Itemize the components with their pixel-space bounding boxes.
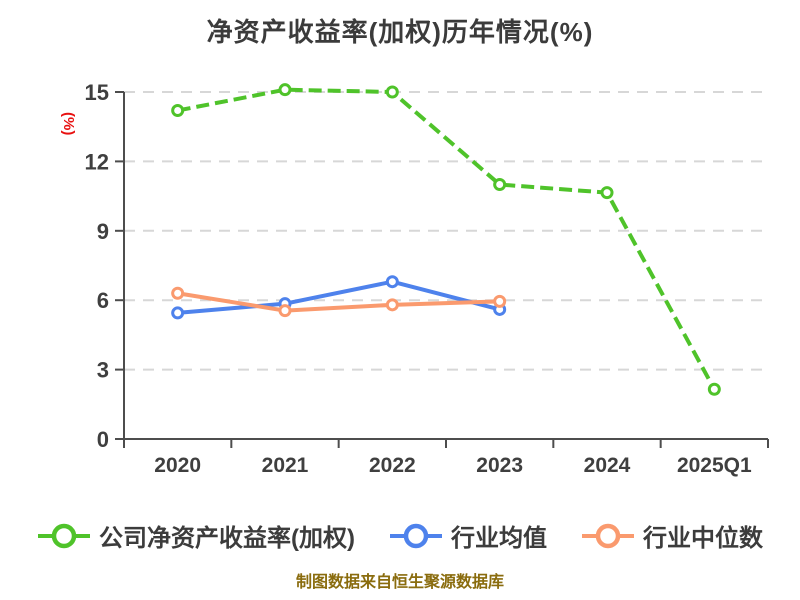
- data-point-marker: [385, 85, 399, 99]
- y-axis-label: (%): [60, 112, 77, 135]
- chart-legend: 公司净资产收益率(加权) 行业均值 行业中位数: [0, 518, 800, 553]
- y-tick-label: 12: [85, 149, 109, 174]
- series-line-2: [177, 291, 500, 313]
- data-point-marker: [171, 104, 185, 118]
- legend-label-industry-median: 行业中位数: [642, 525, 763, 552]
- y-tick-label: 3: [97, 358, 109, 383]
- legend-label-company-roe: 公司净资产收益率(加权): [99, 525, 355, 552]
- data-point-marker: [171, 286, 185, 300]
- legend-marker-company-roe-icon: [38, 523, 90, 548]
- legend-marker-industry-mean-icon: [389, 523, 442, 548]
- y-tick-label: 6: [97, 288, 109, 313]
- x-tick-label: 2020: [154, 454, 201, 477]
- legend-item-company-roe: 公司净资产收益率(加权): [37, 518, 355, 553]
- legend-label-industry-mean: 行业均值: [450, 525, 547, 552]
- data-point-marker: [493, 178, 507, 192]
- source-note: 制图数据来自恒生聚源数据库: [295, 574, 504, 591]
- x-tick-label: 2024: [584, 454, 631, 477]
- x-tick-label: 2025Q1: [677, 454, 752, 477]
- x-tick-label: 2023: [476, 454, 523, 477]
- data-point-marker: [600, 186, 614, 200]
- data-point-marker: [493, 294, 507, 308]
- data-point-marker: [278, 304, 292, 318]
- y-tick-label: 9: [97, 219, 109, 244]
- data-point-marker: [385, 275, 399, 289]
- legend-item-industry-mean: 行业均值: [389, 518, 547, 553]
- x-tick-label: 2022: [369, 454, 416, 477]
- data-point-marker: [707, 382, 721, 396]
- y-tick-label: 0: [97, 427, 109, 452]
- legend-marker-industry-median-icon: [581, 523, 634, 548]
- chart-title: 净资产收益率(加权)历年情况(%): [206, 17, 594, 47]
- data-point-marker: [171, 306, 185, 320]
- data-point-marker: [385, 298, 399, 312]
- series-line-1: [177, 279, 501, 315]
- series-line-0: [177, 87, 717, 391]
- legend-item-industry-median: 行业中位数: [581, 518, 763, 553]
- x-tick-label: 2021: [262, 454, 309, 477]
- y-tick-label: 15: [85, 80, 109, 105]
- data-point-marker: [278, 83, 292, 97]
